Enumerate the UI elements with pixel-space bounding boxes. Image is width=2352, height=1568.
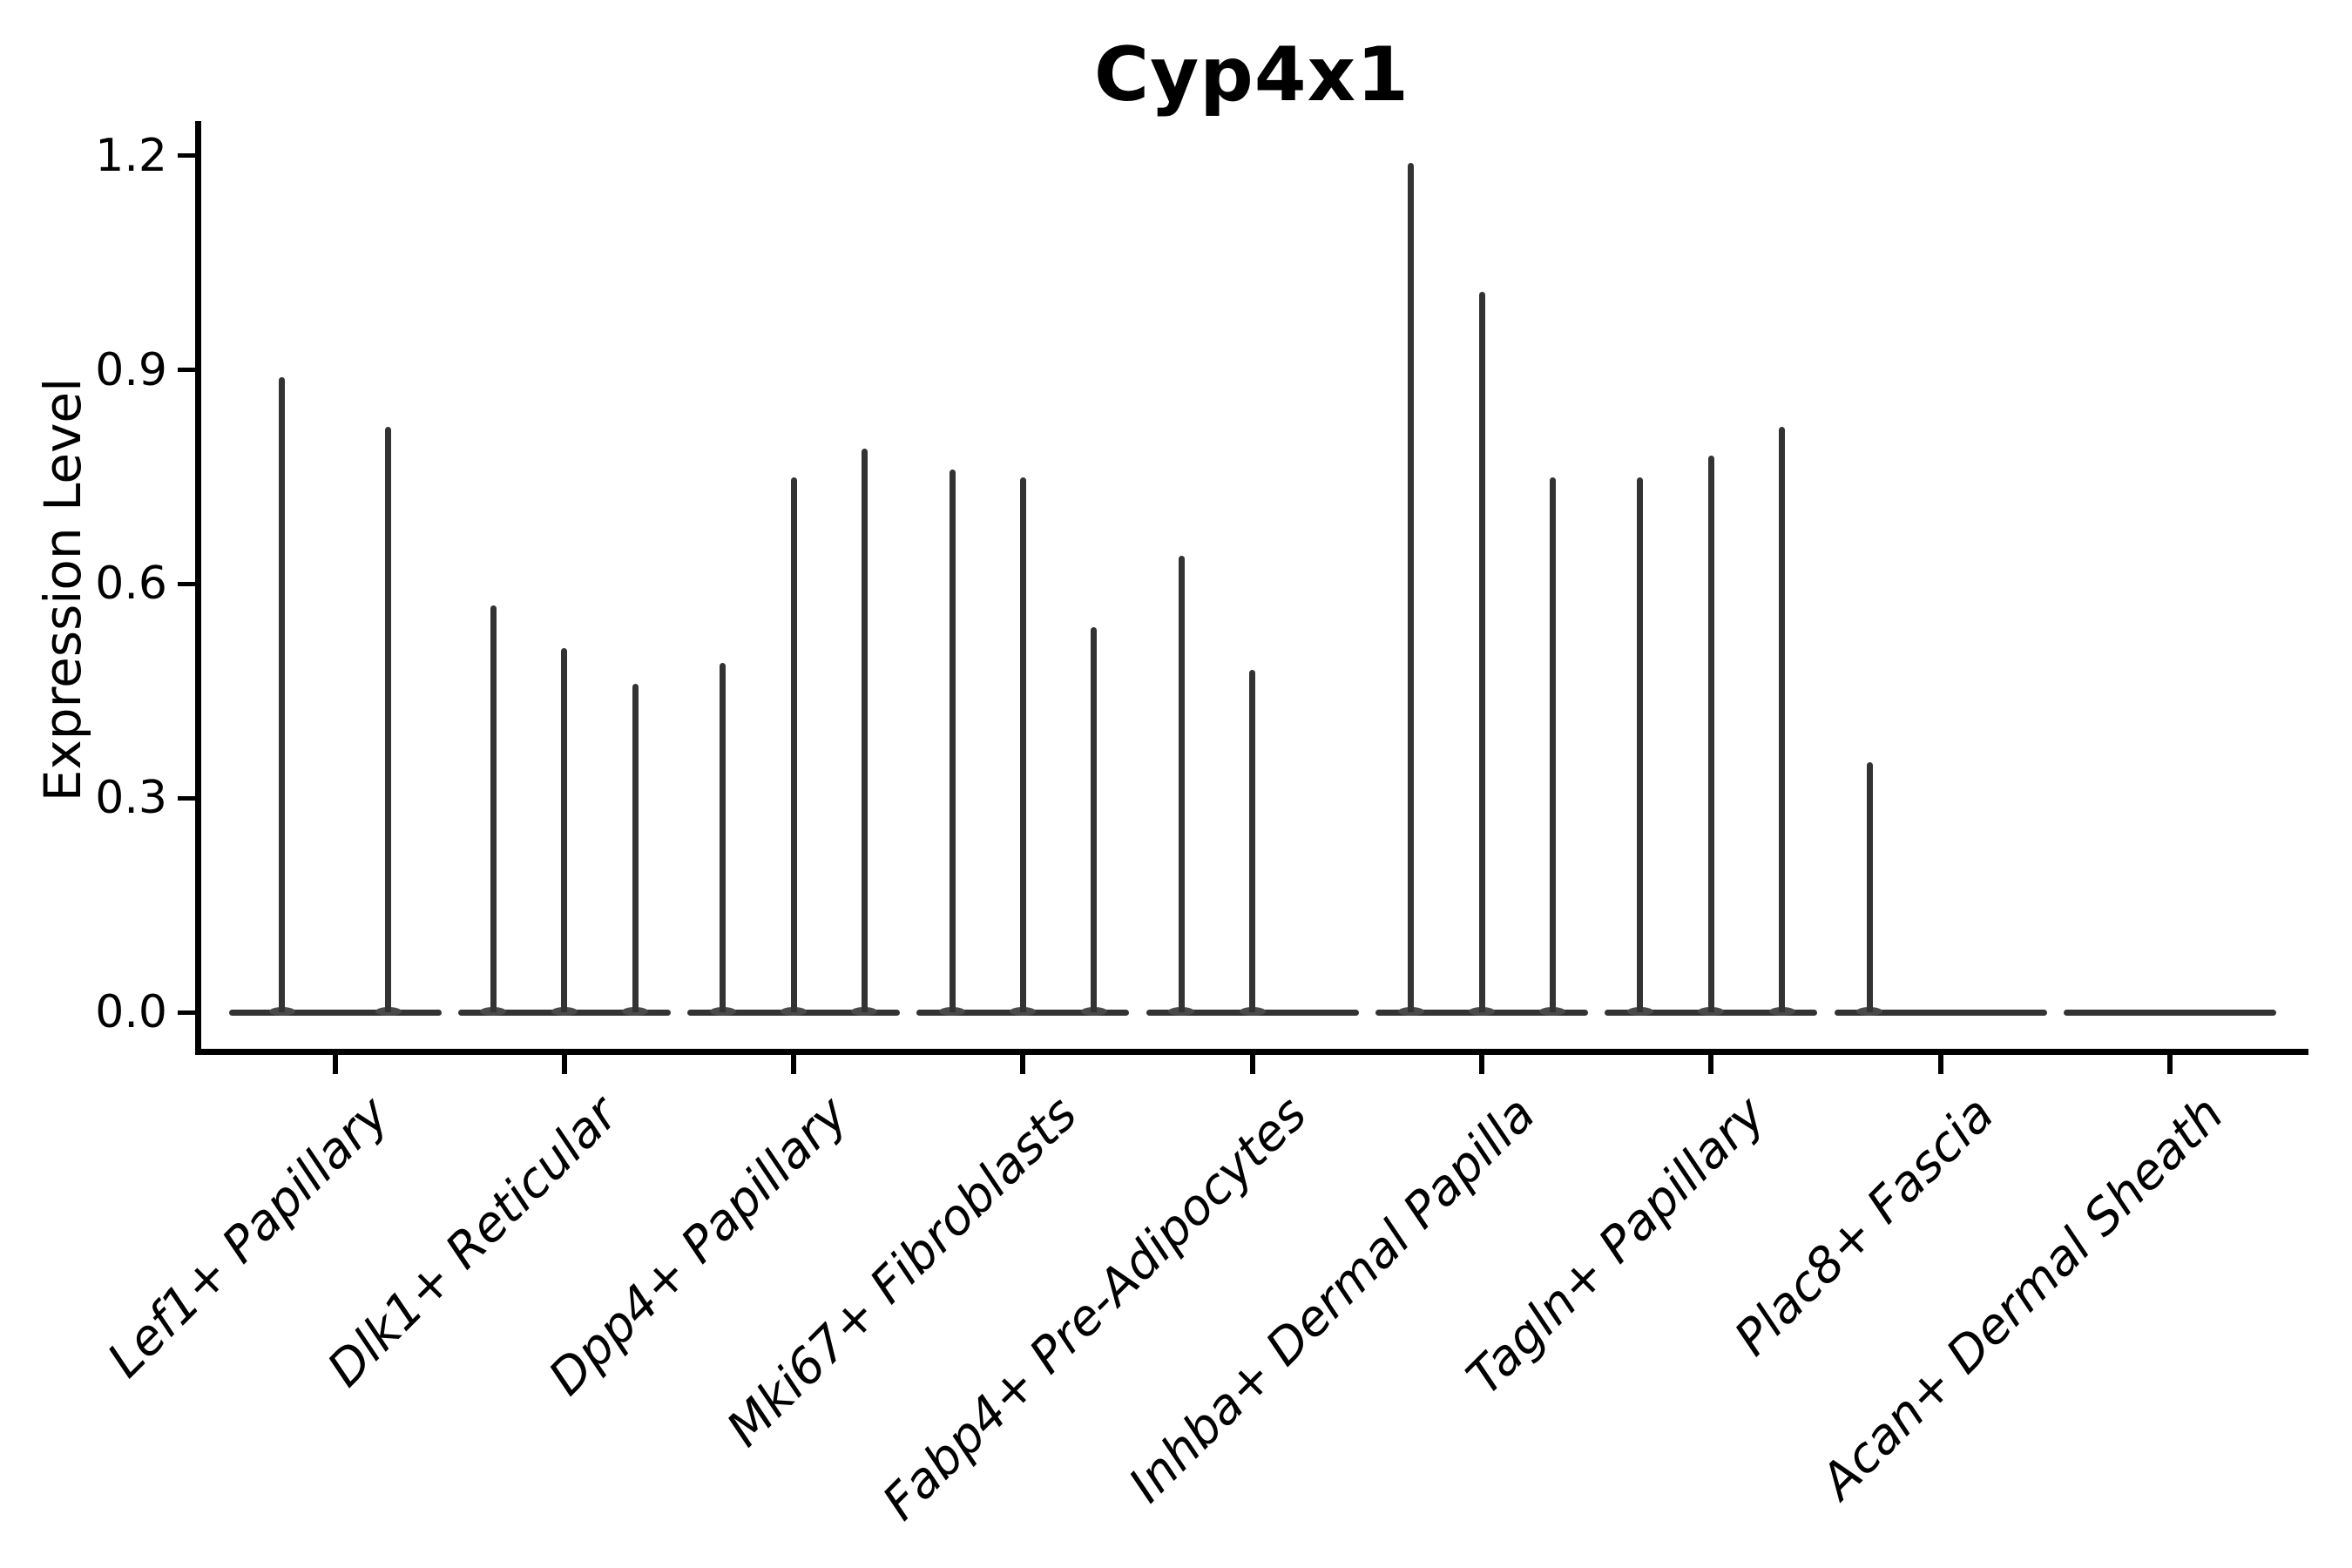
violin-spike [1091, 626, 1098, 1012]
violin-base [1834, 1009, 2047, 1016]
y-tick-mark [178, 581, 195, 586]
violin-spike [1866, 762, 1873, 1012]
x-tick-mark [1249, 1055, 1255, 1074]
y-tick-label: 1.2 [95, 129, 167, 182]
x-tick-mark [1708, 1055, 1714, 1074]
violin-spike [490, 605, 497, 1012]
violin-spike [1178, 555, 1185, 1012]
violin-spike [1249, 669, 1256, 1012]
violin-spike [1779, 427, 1786, 1012]
violin-spike [1478, 291, 1485, 1012]
violin-spike [1019, 476, 1026, 1012]
violin-spike [279, 376, 285, 1012]
y-axis-spine [195, 121, 201, 1055]
x-tick-mark [791, 1055, 797, 1074]
x-tick-mark [561, 1055, 567, 1074]
x-tick-mark [332, 1055, 338, 1074]
y-tick-mark [178, 795, 195, 801]
violin-spike [1707, 456, 1714, 1012]
x-category-label: Acan+ Dermal Sheath [1810, 1085, 2235, 1511]
y-tick-label: 0.0 [95, 986, 167, 1038]
x-tick-mark [2166, 1055, 2173, 1074]
x-tick-mark [1937, 1055, 1943, 1074]
y-tick-label: 0.6 [95, 558, 167, 611]
x-axis-spine [195, 1049, 2308, 1055]
violin-base [2063, 1009, 2276, 1016]
chart-title: Cyp4x1 [1094, 31, 1409, 118]
x-tick-mark [1020, 1055, 1026, 1074]
violin-spike [949, 470, 956, 1012]
violin-base [228, 1009, 442, 1016]
violin-spike [1637, 476, 1644, 1012]
violin-spike [861, 448, 868, 1012]
violin-spike [632, 684, 639, 1012]
x-category-label: Inhba+ Dermal Papilla [1119, 1085, 1547, 1514]
y-tick-mark [178, 153, 195, 159]
violin-spike [385, 427, 391, 1012]
y-tick-mark [178, 1010, 195, 1015]
violin-spike [1408, 163, 1415, 1012]
y-tick-mark [178, 368, 195, 373]
violin-spike [561, 648, 568, 1012]
violin-spike [790, 476, 797, 1012]
violin-spike [1549, 476, 1556, 1012]
y-tick-label: 0.3 [95, 772, 167, 825]
x-tick-mark [1479, 1055, 1484, 1074]
x-category-label: Fabp4+ Pre-Adipocytes [871, 1085, 1318, 1531]
violin-spike [720, 662, 727, 1012]
y-tick-label: 0.9 [95, 343, 167, 396]
